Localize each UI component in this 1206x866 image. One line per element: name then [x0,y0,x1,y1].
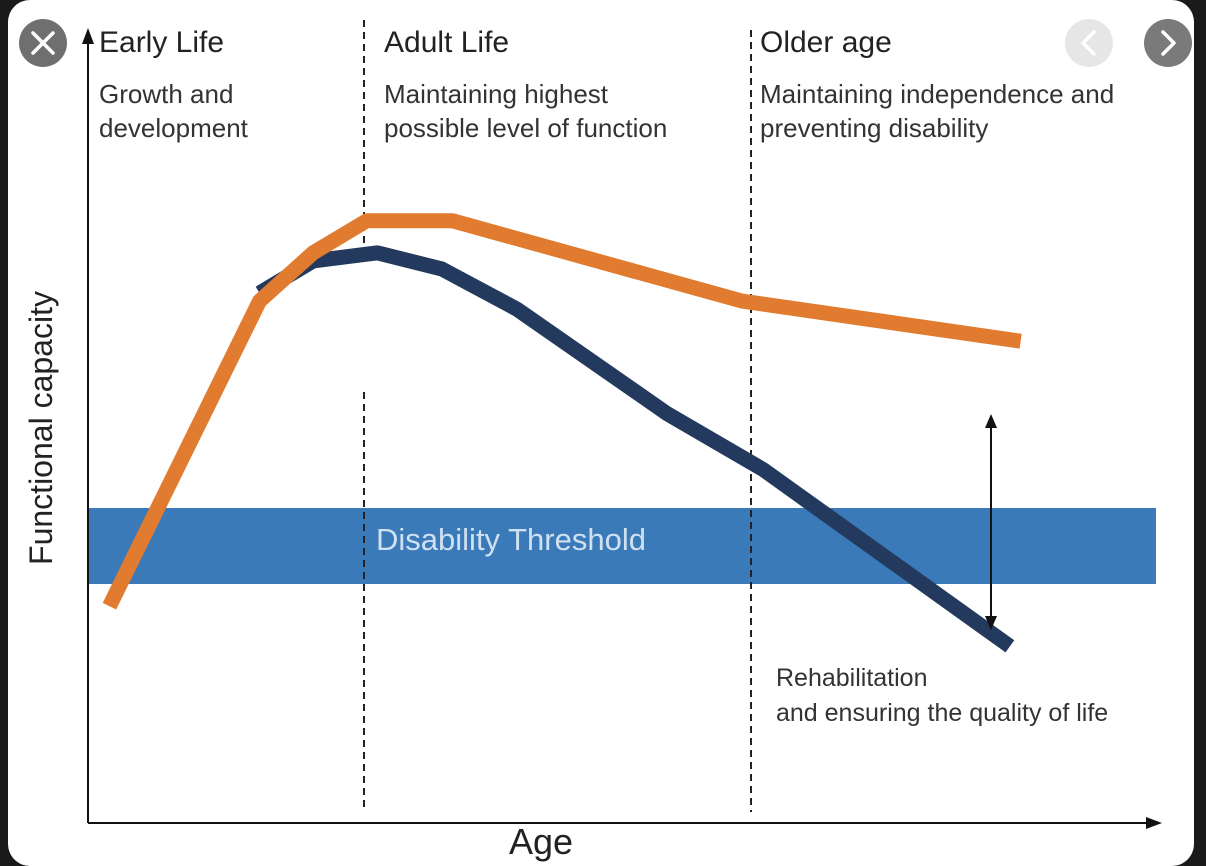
annotation-line-2: and ensuring the quality of life [776,699,1108,727]
stage-title-older: Older age [760,26,892,59]
stage-title-early: Early Life [99,26,224,59]
series-layer [102,213,1022,653]
chart-background [8,0,1194,866]
stage-desc-adult-2: possible level of function [384,113,667,143]
y-axis-label: Functional capacity [23,291,59,565]
disability-threshold-label: Disability Threshold [376,522,646,557]
x-axis-arrow [1146,817,1162,829]
disability-threshold-band [88,508,1156,584]
close-button[interactable] [19,19,67,67]
gap-arrow-top-head [985,414,997,428]
stage-desc-older-1: Maintaining independence and [760,79,1114,109]
previous-image-button[interactable] [1065,19,1113,67]
x-axis-label: Age [509,821,573,862]
gap-arrow-bottom-head [985,616,997,630]
series-line-2 [255,245,1015,653]
stage-title-adult: Adult Life [384,26,509,59]
chevron-left-icon [1081,30,1096,56]
y-axis-arrow [82,28,94,44]
stage-desc-early-1: Growth and [99,79,233,109]
chevron-right-icon [1161,30,1176,56]
close-icon [31,31,55,55]
series-line-1 [102,213,1022,610]
stage-desc-early-2: development [99,113,249,143]
stage-desc-older-2: preventing disability [760,113,988,143]
annotation-line-1: Rehabilitation [776,664,928,692]
stage-desc-adult-1: Maintaining highest [384,79,609,109]
next-image-button[interactable] [1144,19,1192,67]
